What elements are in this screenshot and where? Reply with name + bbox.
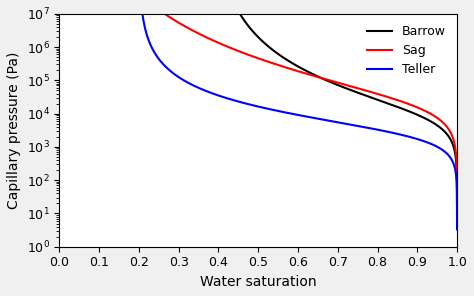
Teller [383, 130, 389, 133]
Barrow [308, 71, 313, 75]
Barrow [289, 61, 294, 65]
Line: Barrow: Barrow [240, 14, 457, 228]
Barrow [291, 62, 297, 66]
Sag [319, 76, 325, 80]
Y-axis label: Capillary pressure (Pa): Capillary pressure (Pa) [7, 52, 21, 209]
Barrow [454, 226, 460, 230]
Barrow [256, 36, 262, 40]
Teller [144, 34, 150, 37]
Line: Sag: Sag [165, 14, 457, 221]
Barrow [248, 28, 254, 31]
Barrow [237, 12, 243, 16]
Legend: Barrow, Sag, Teller: Barrow, Sag, Teller [362, 20, 451, 81]
Barrow [338, 84, 344, 88]
Line: Teller: Teller [142, 14, 457, 229]
Teller [454, 228, 460, 231]
Sag [162, 12, 168, 16]
Teller [139, 12, 145, 16]
Sag [369, 91, 375, 94]
Sag [396, 99, 401, 102]
Sag [433, 115, 439, 119]
Sag [454, 219, 460, 223]
Teller [272, 108, 277, 112]
Sag [436, 117, 441, 120]
Teller [149, 45, 155, 49]
Teller [437, 146, 442, 150]
X-axis label: Water saturation: Water saturation [200, 275, 317, 289]
Sag [289, 67, 294, 71]
Teller [448, 157, 454, 160]
